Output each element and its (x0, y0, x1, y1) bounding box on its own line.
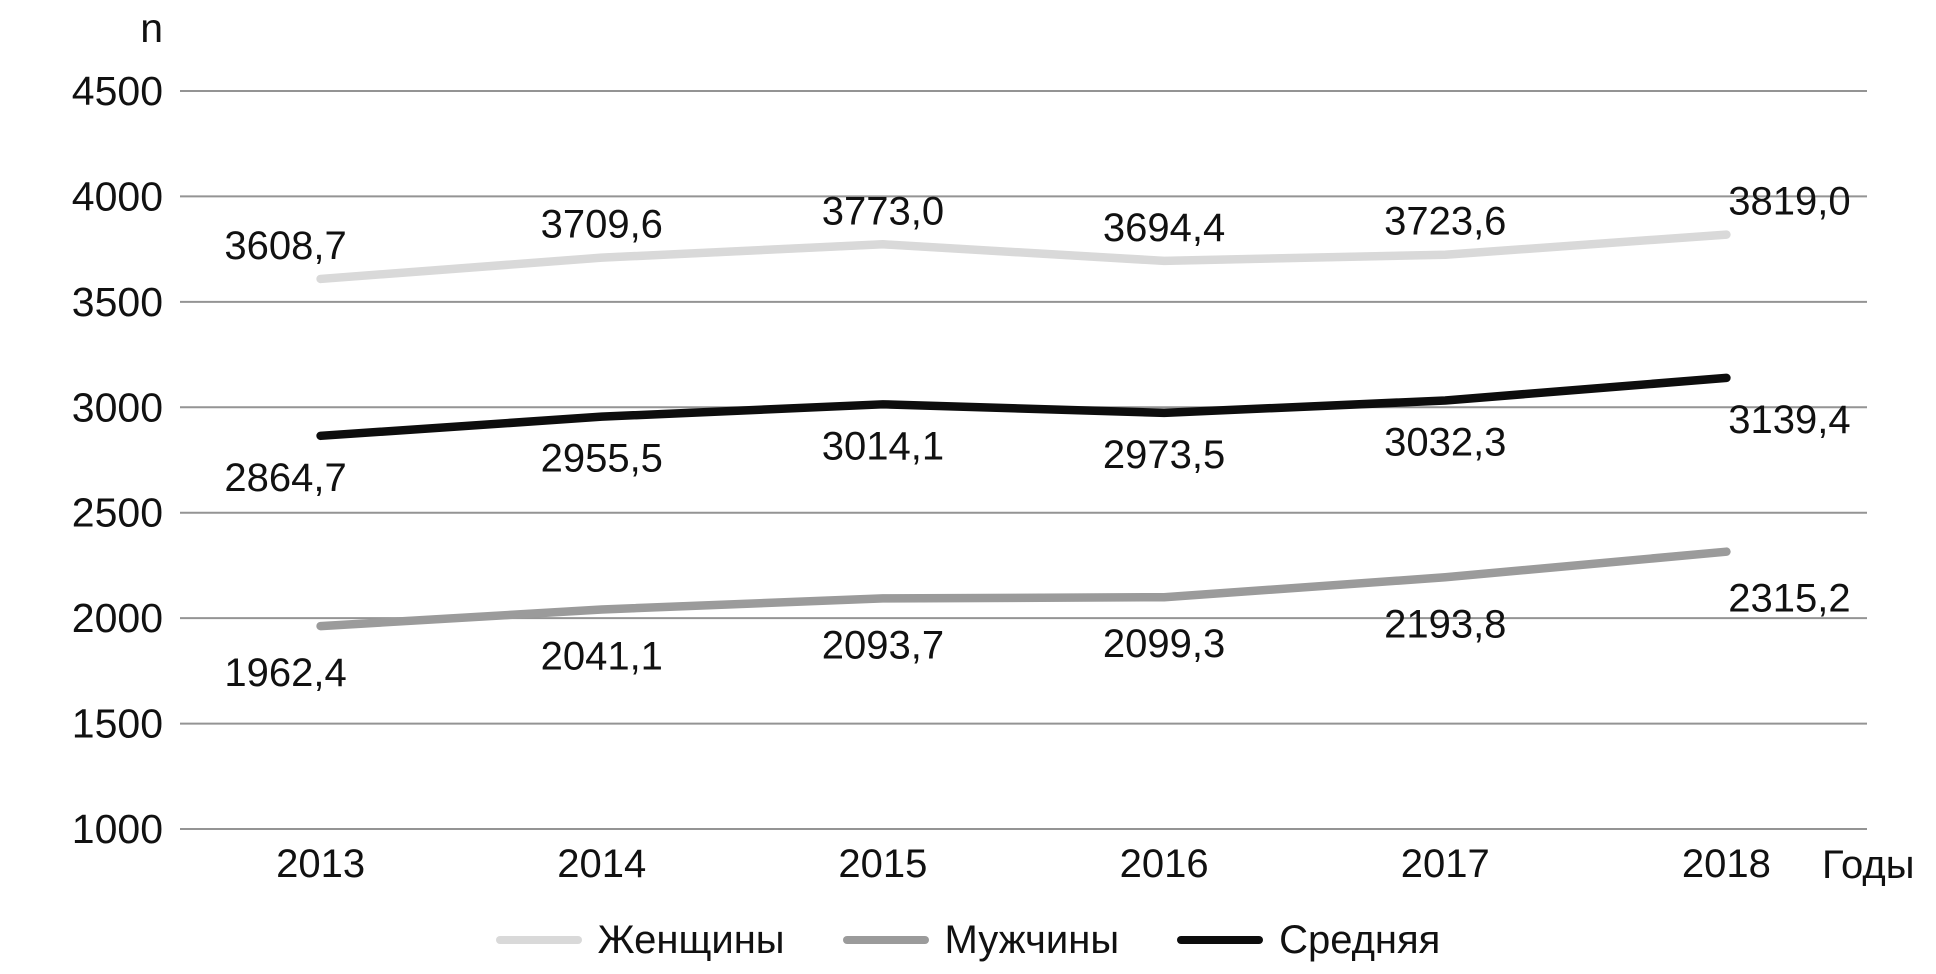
y-tick-label: 2500 (72, 490, 163, 536)
data-label-average-2017: 3032,3 (1384, 420, 1506, 464)
legend-marker-women (495, 936, 582, 944)
data-label-men-2017: 2193,8 (1384, 602, 1506, 646)
x-tick-label: 2015 (838, 842, 927, 886)
data-label-average-2013: 2864,7 (224, 456, 346, 500)
legend-label-average: Средняя (1279, 917, 1441, 962)
data-label-men-2014: 2041,1 (541, 634, 663, 678)
legend-label-men: Мужчины (944, 917, 1120, 962)
data-label-average-2018: 3139,4 (1728, 398, 1850, 442)
legend-item-men: Мужчины (842, 917, 1120, 963)
y-tick-label: 2000 (72, 595, 163, 641)
x-tick-label: 2014 (557, 842, 646, 886)
x-tick-label: 2016 (1120, 842, 1209, 886)
data-label-women-2016: 3694,4 (1103, 206, 1225, 250)
data-label-men-2013: 1962,4 (224, 651, 346, 695)
data-label-women-2013: 3608,7 (224, 224, 346, 268)
data-label-women-2017: 3723,6 (1384, 200, 1506, 244)
y-axis-label: n (140, 5, 163, 51)
legend-label-women: Женщины (597, 917, 785, 962)
y-tick-label: 4500 (72, 68, 163, 114)
series-line-women (316, 230, 1731, 284)
legend-marker-men (842, 936, 929, 944)
x-axis-label: Годы (1822, 843, 1915, 887)
x-tick-label: 2013 (276, 842, 365, 886)
data-label-men-2016: 2099,3 (1103, 622, 1225, 666)
legend-marker-average (1177, 936, 1264, 944)
y-tick-label: 1500 (72, 701, 163, 747)
data-label-average-2016: 2973,5 (1103, 433, 1225, 477)
legend-item-women: Женщины (495, 917, 785, 963)
y-tick-label: 4000 (72, 173, 163, 219)
data-label-women-2015: 3773,0 (822, 189, 944, 233)
data-label-men-2018: 2315,2 (1728, 577, 1850, 621)
data-label-average-2014: 2955,5 (541, 437, 663, 481)
x-tick-label: 2017 (1401, 842, 1490, 886)
data-label-average-2015: 3014,1 (822, 424, 944, 468)
chart-legend: Женщины Мужчины Средняя (0, 912, 1936, 968)
data-label-women-2014: 3709,6 (541, 203, 663, 247)
data-label-women-2018: 3819,0 (1728, 180, 1850, 224)
series-line-average (316, 373, 1731, 441)
legend-item-average: Средняя (1177, 918, 1440, 963)
series-line-men (316, 547, 1731, 631)
x-tick-label: 2018 (1682, 842, 1771, 886)
y-tick-label: 1000 (72, 806, 163, 852)
y-tick-label: 3000 (72, 384, 163, 430)
data-label-men-2015: 2093,7 (822, 623, 944, 667)
y-tick-label: 3500 (72, 279, 163, 325)
